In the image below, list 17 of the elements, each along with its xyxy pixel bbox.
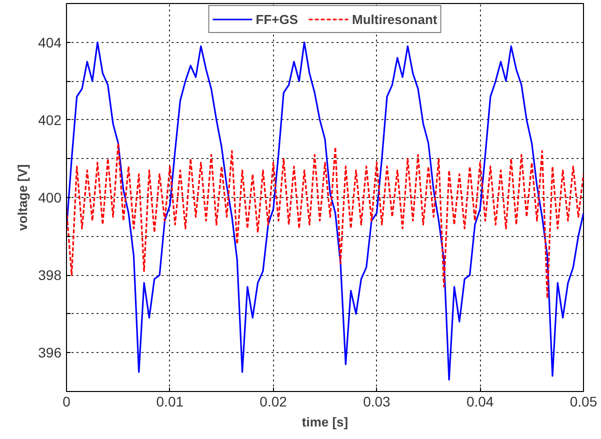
legend-label: Multiresonant — [352, 12, 438, 26]
x-tick-label: 0.04 — [466, 394, 494, 410]
legend-label: FF+GS — [256, 12, 298, 26]
y-tick-label: 396 — [38, 344, 62, 361]
line-series — [66, 142, 584, 300]
x-tick-label: 0 — [62, 394, 71, 410]
y-axis-title: voltage [V] — [15, 164, 30, 231]
y-tick-label: 400 — [38, 190, 62, 206]
y-tick-label: 404 — [38, 34, 62, 50]
x-tick-label: 0.01 — [156, 394, 184, 410]
x-tick-label: 0.05 — [570, 394, 598, 410]
y-tick-label: 398 — [38, 267, 62, 284]
x-axis-title: time [s] — [302, 414, 348, 430]
y-tick-label: 402 — [38, 112, 62, 128]
x-tick-label: 0.02 — [260, 394, 288, 410]
x-tick-label: 0.03 — [363, 394, 391, 410]
line-series — [66, 42, 584, 381]
